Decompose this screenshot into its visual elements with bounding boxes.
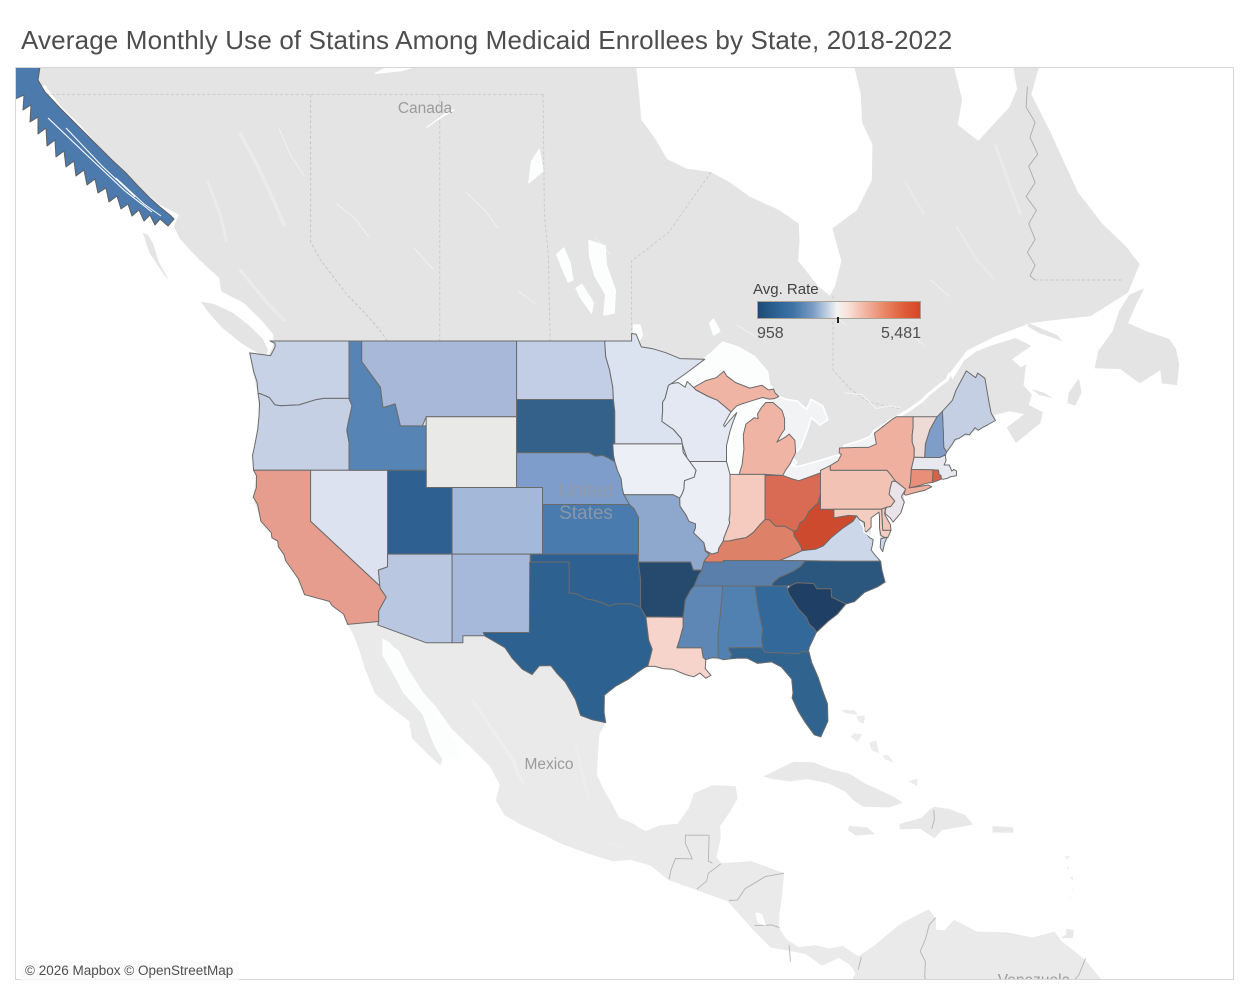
svg-text:Canada: Canada (398, 100, 453, 117)
svg-text:Venezuela: Venezuela (998, 972, 1071, 989)
svg-text:United: United (559, 481, 614, 502)
svg-text:States: States (559, 503, 613, 524)
svg-text:Mexico: Mexico (524, 756, 573, 773)
